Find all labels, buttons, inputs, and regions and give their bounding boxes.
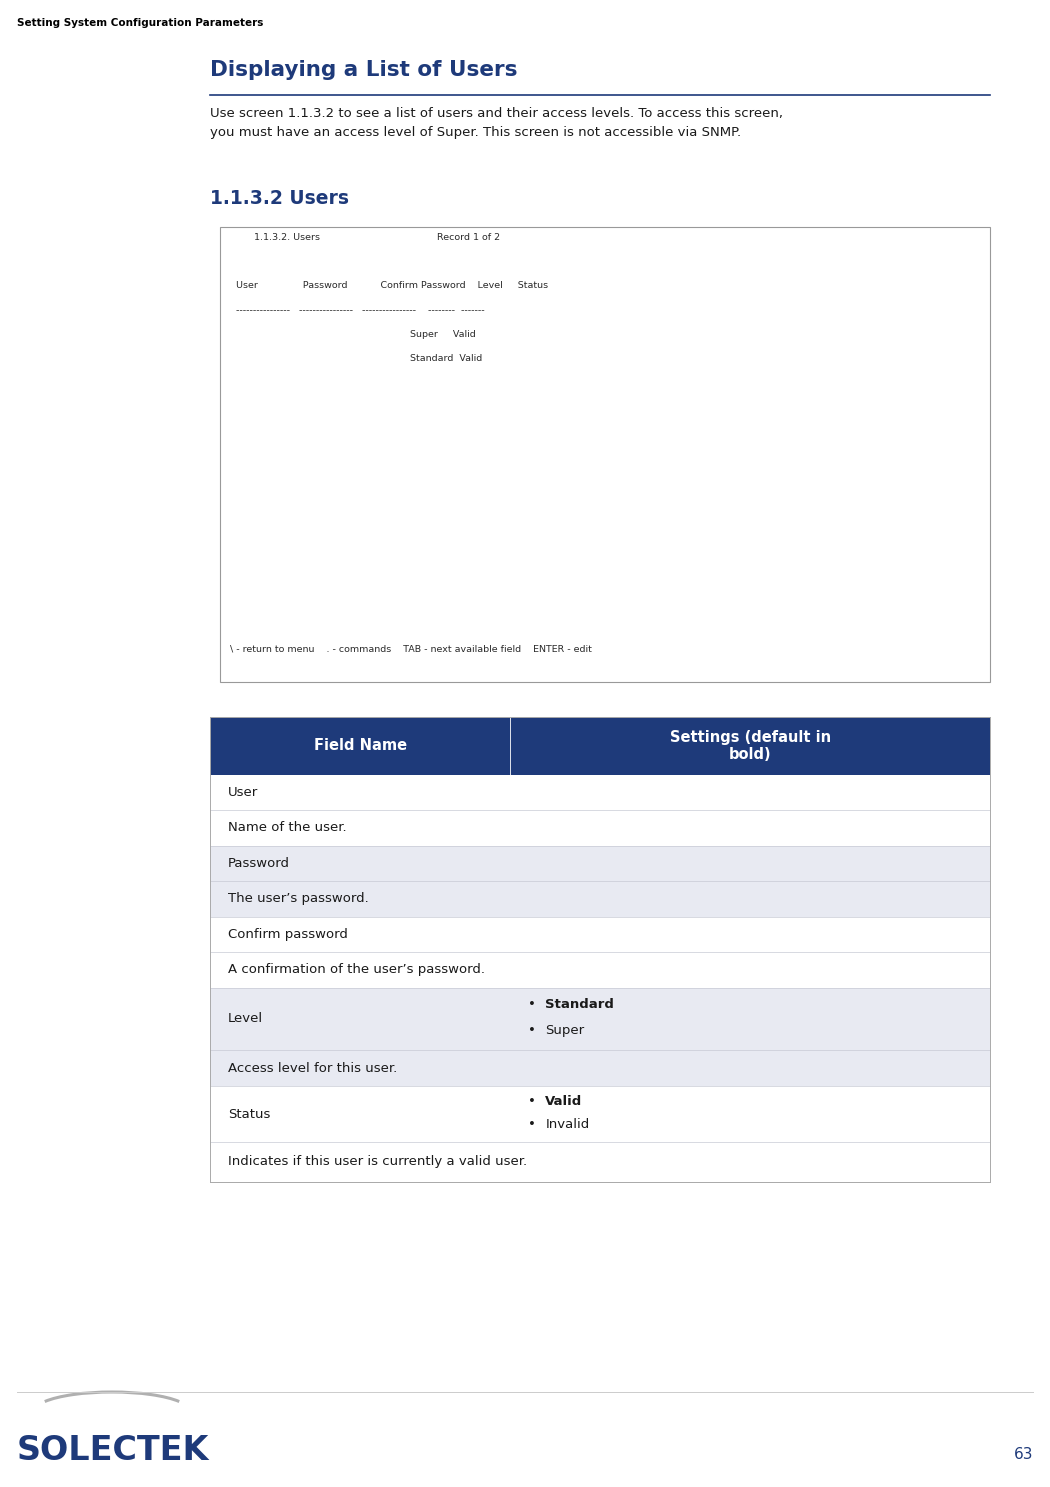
Text: \ - return to menu    . - commands    TAB - next available field    ENTER - edit: \ - return to menu . - commands TAB - ne…: [230, 644, 592, 653]
Text: Invalid: Invalid: [545, 1118, 589, 1132]
Text: Field Name: Field Name: [314, 739, 406, 754]
Text: •: •: [528, 1094, 537, 1108]
FancyBboxPatch shape: [210, 717, 990, 775]
FancyBboxPatch shape: [210, 1142, 990, 1182]
Text: Valid: Valid: [545, 1094, 583, 1108]
FancyBboxPatch shape: [210, 846, 990, 880]
FancyBboxPatch shape: [210, 917, 990, 952]
FancyBboxPatch shape: [210, 1050, 990, 1086]
Text: Level: Level: [228, 1013, 264, 1026]
Text: Indicates if this user is currently a valid user.: Indicates if this user is currently a va…: [228, 1155, 527, 1169]
FancyBboxPatch shape: [210, 880, 990, 917]
Text: Displaying a List of Users: Displaying a List of Users: [210, 59, 518, 80]
Text: 63: 63: [1013, 1447, 1033, 1462]
Text: •: •: [528, 998, 537, 1011]
Text: Setting System Configuration Parameters: Setting System Configuration Parameters: [17, 18, 264, 28]
Text: •: •: [528, 1118, 537, 1132]
FancyBboxPatch shape: [210, 810, 990, 846]
Text: User               Password           Confirm Password    Level     Status: User Password Confirm Password Level Sta…: [230, 281, 548, 290]
Text: Password: Password: [228, 857, 290, 870]
Text: SOLECTEK: SOLECTEK: [17, 1433, 209, 1468]
FancyBboxPatch shape: [210, 1086, 990, 1142]
Text: Name of the user.: Name of the user.: [228, 821, 346, 834]
FancyBboxPatch shape: [210, 775, 990, 810]
Text: Super: Super: [545, 1025, 585, 1036]
Text: The user’s password.: The user’s password.: [228, 892, 369, 906]
FancyBboxPatch shape: [220, 228, 990, 683]
Text: Standard  Valid: Standard Valid: [230, 354, 482, 363]
Text: Confirm password: Confirm password: [228, 928, 348, 941]
Text: 1.1.3.2. Users                                       Record 1 of 2: 1.1.3.2. Users Record 1 of 2: [230, 233, 500, 242]
Text: Standard: Standard: [545, 998, 614, 1011]
FancyBboxPatch shape: [210, 987, 990, 1050]
Text: A confirmation of the user’s password.: A confirmation of the user’s password.: [228, 964, 485, 977]
Text: Status: Status: [228, 1108, 271, 1121]
Text: Access level for this user.: Access level for this user.: [228, 1062, 397, 1075]
Text: Use screen 1.1.3.2 to see a list of users and their access levels. To access thi: Use screen 1.1.3.2 to see a list of user…: [210, 107, 783, 138]
Text: 1.1.3.2 Users: 1.1.3.2 Users: [210, 189, 349, 208]
Text: ----------------   ----------------   ----------------    --------  -------: ---------------- ---------------- ------…: [230, 306, 485, 315]
Text: User: User: [228, 787, 258, 799]
Text: Super     Valid: Super Valid: [230, 330, 476, 339]
Text: •: •: [528, 1025, 537, 1036]
FancyBboxPatch shape: [210, 952, 990, 987]
Text: Settings (default in
bold): Settings (default in bold): [670, 730, 831, 763]
